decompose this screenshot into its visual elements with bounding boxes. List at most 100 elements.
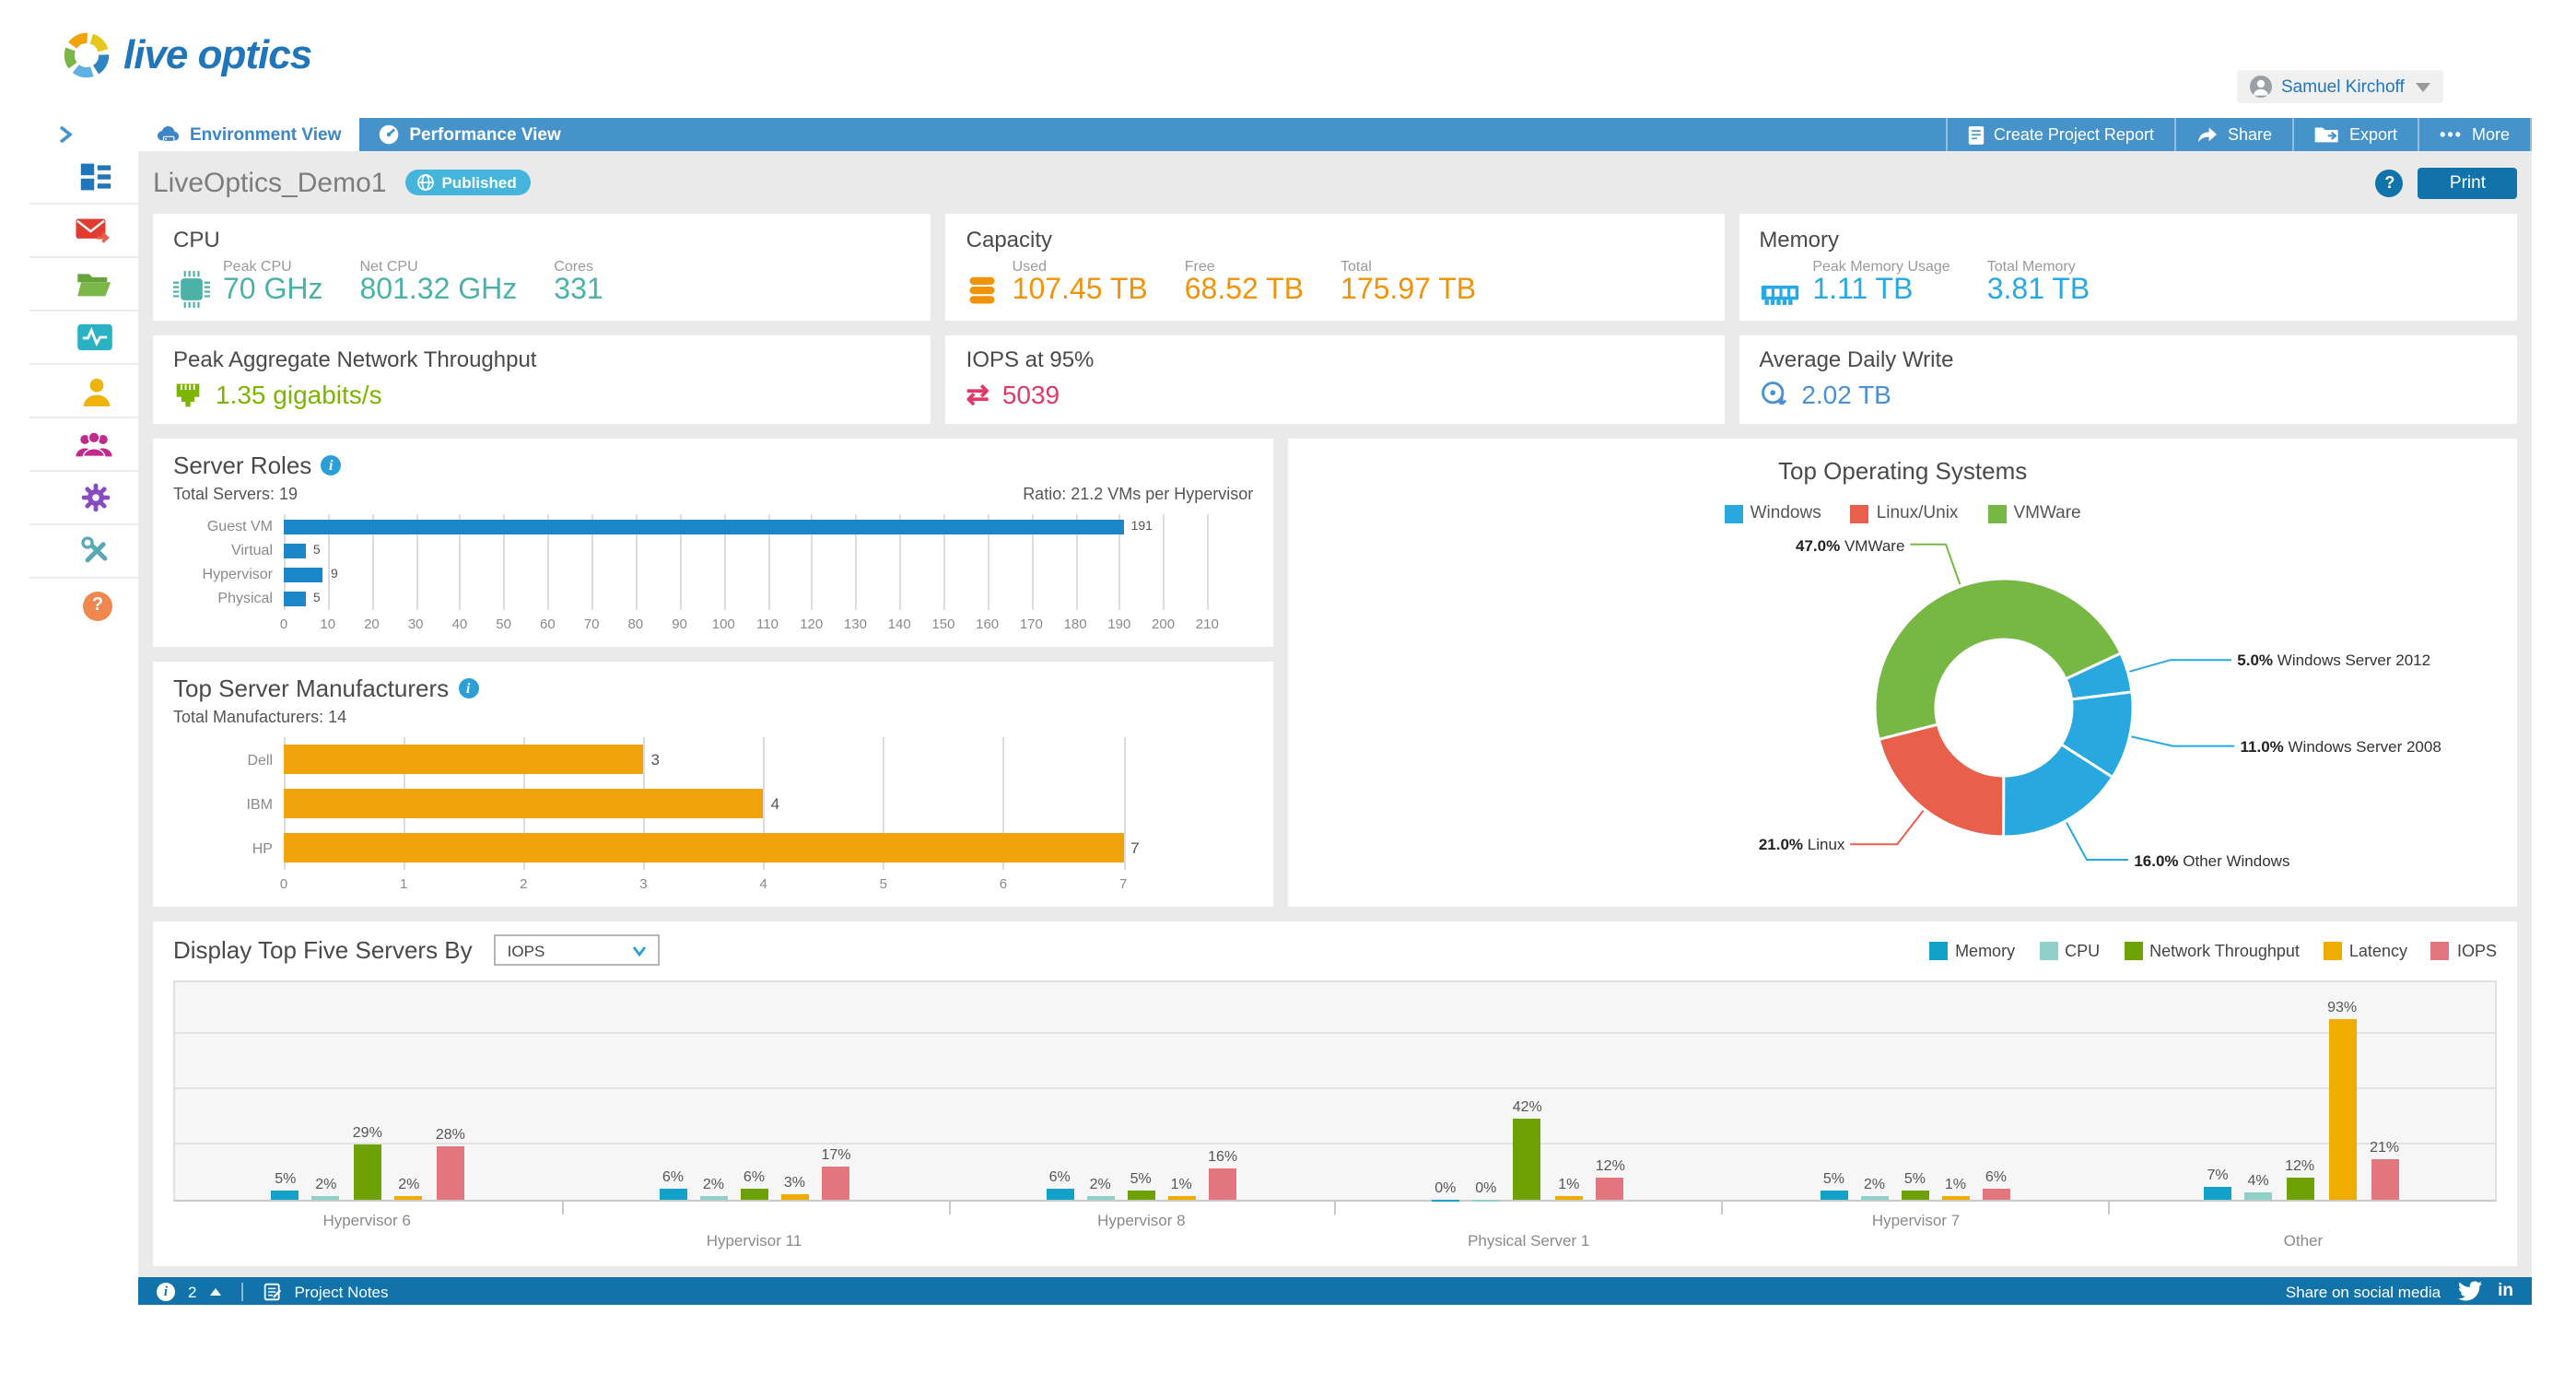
os-legend: Windows Linux/Unix VMWare	[1308, 504, 2497, 524]
info-icon[interactable]: i	[321, 455, 342, 476]
memory-card: Memory Peak Memory Usage 1.11 TB Total Me…	[1739, 214, 2517, 322]
bar-column: 2%	[1086, 1177, 1115, 1201]
server-roles-subtitles: Total Servers: 19 Ratio: 21.2 VMs per Hy…	[173, 486, 1253, 504]
sidebar-item-user[interactable]	[29, 365, 138, 418]
bar-value-label: 6%	[743, 1168, 766, 1186]
donut-svg	[1850, 544, 2235, 862]
gridline	[883, 737, 885, 871]
daily-write-value: 2.02 TB	[1801, 380, 1891, 410]
bar-column: 42%	[1513, 1098, 1542, 1201]
user-menu[interactable]: Samuel Kirchoff	[2237, 70, 2443, 103]
bar	[1554, 1196, 1583, 1201]
legend-swatch	[1987, 504, 2007, 523]
top-servers-legend: Memory CPU Network Throughput Latency IOPS	[1929, 941, 2497, 960]
top-servers-row: Display Top Five Servers By IOPS Memory C…	[153, 921, 2517, 1267]
axis-tick-label: 110	[756, 616, 779, 633]
legend-swatch	[1850, 504, 1869, 523]
linkedin-icon[interactable]: in	[2498, 1281, 2513, 1302]
top-servers-header: Display Top Five Servers By IOPS Memory C…	[173, 934, 2497, 967]
metric-label: Total	[1341, 258, 1372, 275]
bar	[2371, 1159, 2399, 1201]
bar	[1901, 1191, 1929, 1201]
ethernet-icon	[176, 383, 200, 407]
question-icon: ?	[83, 591, 112, 620]
gridline	[1002, 737, 1005, 871]
gridline	[371, 514, 374, 611]
cpu-card: CPU Peak CPU 70 GHz Net CPU 801.32 GHz Cor…	[153, 214, 931, 322]
category-label: Other	[2283, 1231, 2324, 1250]
status-badge: Published	[404, 170, 532, 195]
sidebar-item-activity[interactable]	[29, 311, 138, 365]
sidebar-collapse[interactable]	[0, 118, 138, 151]
footer-bar: i 2 Project Notes Share on social media …	[138, 1277, 2532, 1306]
total-servers-label: Total Servers: 19	[173, 485, 299, 504]
info-icon: i	[157, 1282, 175, 1301]
action-label: Create Project Report	[1993, 125, 2154, 144]
legend-swatch	[2124, 941, 2143, 960]
axis-tick-label: 2	[520, 875, 528, 893]
chevron-right-icon	[59, 125, 72, 144]
gridline	[175, 1087, 2495, 1090]
sidebar-item-settings[interactable]	[29, 472, 138, 525]
bar-column: 21%	[2370, 1139, 2399, 1201]
export-button[interactable]: Export	[2292, 118, 2418, 151]
metric: Total Memory 3.81 TB	[1987, 258, 2090, 309]
axis-tick-label: 4	[759, 875, 767, 893]
sidebar-item-team[interactable]	[29, 418, 138, 472]
more-button[interactable]: ••• More	[2418, 118, 2532, 151]
tab-environment-view[interactable]: Environment View	[138, 118, 360, 151]
legend-item: Latency	[2323, 941, 2407, 960]
notification-count[interactable]: 2	[188, 1282, 197, 1301]
bar	[271, 1191, 299, 1201]
share-button[interactable]: Share	[2173, 118, 2292, 151]
bar-column: 1%	[1167, 1177, 1196, 1201]
sidebar-item-mail[interactable]	[29, 205, 138, 258]
print-button[interactable]: Print	[2418, 167, 2517, 198]
left-sidebar: ?	[0, 118, 138, 1306]
card-title: Average Daily Write	[1759, 346, 1954, 373]
project-notes-button[interactable]: Project Notes	[263, 1283, 389, 1301]
legend-label: Linux/Unix	[1876, 503, 1959, 524]
bar-group: 7% 4% 12% 93% 21%	[2108, 983, 2495, 1201]
sidebar-item-dashboard[interactable]	[29, 151, 138, 205]
axis-tick-label: 160	[976, 616, 1000, 633]
bar	[1982, 1189, 2010, 1201]
create-project-report-button[interactable]: Create Project Report	[1945, 118, 2174, 151]
chevron-down-icon	[2416, 82, 2430, 91]
bar-value-label: 3	[650, 750, 660, 769]
legend-label: VMWare	[2013, 503, 2081, 524]
top-servers-select[interactable]: IOPS	[494, 934, 661, 967]
donut-label: 5.0% Windows Server 2012	[2237, 651, 2431, 670]
ratio-label: Ratio: 21.2 VMs per Hypervisor	[1023, 485, 1254, 504]
caret-up-icon[interactable]	[209, 1287, 221, 1296]
axis-tick-label: 170	[1019, 616, 1043, 633]
footer-left: i 2 Project Notes	[157, 1282, 389, 1301]
nav-actions: Create Project Report Share Export ••• M…	[1945, 118, 2532, 151]
axis-tick-label: 10	[320, 616, 336, 633]
bar-value-label: 4%	[2247, 1172, 2269, 1190]
gear-icon	[81, 483, 111, 512]
help-button[interactable]: ?	[2375, 169, 2404, 196]
x-axis: Hypervisor 6 Hypervisor 11 Hypervisor 8 Phy…	[173, 1203, 2497, 1254]
tab-performance-view[interactable]: Performance View	[359, 118, 579, 151]
share-icon	[2197, 127, 2217, 143]
category-label: Hypervisor 11	[706, 1231, 802, 1250]
sidebar-item-help[interactable]: ?	[29, 579, 138, 632]
bar	[2328, 1018, 2357, 1201]
bar-column: 6%	[1982, 1168, 2010, 1201]
manufacturers-subtitle: Total Manufacturers: 14	[173, 709, 1253, 727]
action-label: Share	[2227, 125, 2273, 144]
bar	[1086, 1196, 1115, 1201]
metric-label: Used	[1012, 258, 1048, 275]
sidebar-item-projects[interactable]	[29, 258, 138, 311]
gridline	[284, 514, 286, 611]
legend-label: Network Throughput	[2149, 941, 2300, 960]
category-label: Physical Server 1	[1468, 1231, 1590, 1250]
daily-write-value-row: 2.02 TB	[1759, 381, 2497, 410]
metric-label: Total Memory	[1986, 258, 2076, 275]
twitter-icon[interactable]	[2457, 1282, 2482, 1302]
category-label: Guest VM	[206, 518, 273, 535]
sidebar-item-tools[interactable]	[29, 525, 138, 579]
bar-column: 5%	[1820, 1170, 1848, 1201]
info-icon[interactable]: i	[458, 678, 479, 699]
